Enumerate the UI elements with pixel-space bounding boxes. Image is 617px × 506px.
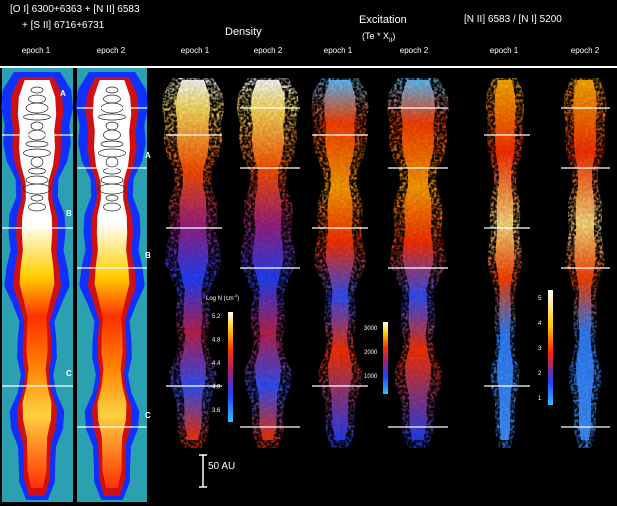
excitation-subscript: II bbox=[389, 37, 393, 44]
map-jet-core-4 bbox=[400, 80, 436, 440]
epoch-label-2: epoch 2 bbox=[96, 46, 126, 55]
flux-contour bbox=[23, 113, 51, 121]
density-colorbar-tick: 4.8 bbox=[212, 338, 221, 344]
knot-label: A bbox=[145, 151, 151, 160]
flux-contour bbox=[30, 194, 44, 202]
ratio-colorbar-tick: 1 bbox=[538, 396, 542, 402]
map-jet-core-1 bbox=[175, 80, 211, 440]
ratio-colorbar-tick: 4 bbox=[538, 321, 542, 327]
header-oi-line2: + [S II] 6716+6731 bbox=[22, 20, 105, 31]
knot-label: C bbox=[66, 369, 72, 378]
header-excitation-formula: (Te * XII) bbox=[362, 31, 396, 44]
flux-contour bbox=[25, 140, 49, 148]
excitation-colorbar bbox=[383, 322, 388, 394]
density-colorbar-tick: 5.2 bbox=[212, 314, 221, 320]
flux-contour bbox=[98, 113, 126, 121]
scale-bar-icon bbox=[199, 454, 207, 488]
epoch-label-7: epoch 1 bbox=[489, 46, 519, 55]
flux-contour bbox=[98, 183, 126, 195]
knot-label: B bbox=[66, 209, 72, 218]
map-jet-core-6 bbox=[573, 80, 597, 440]
epoch-label-5: epoch 1 bbox=[323, 46, 353, 55]
flux-contour bbox=[103, 202, 121, 212]
flux-contour bbox=[30, 86, 44, 94]
flux-contour bbox=[105, 156, 119, 168]
flux-contour bbox=[25, 102, 49, 114]
epoch-label-6: epoch 2 bbox=[399, 46, 429, 55]
header-divider bbox=[0, 66, 617, 68]
ratio-colorbar bbox=[548, 290, 553, 405]
header-density: Density bbox=[225, 26, 262, 38]
header-excitation: Excitation bbox=[359, 14, 407, 26]
ratio-colorbar-tick: 3 bbox=[538, 346, 542, 352]
map-jet-core-2 bbox=[250, 80, 286, 440]
knot-label: C bbox=[145, 411, 151, 420]
knot-label: B bbox=[145, 251, 151, 260]
ratio-colorbar-tick: 5 bbox=[538, 296, 542, 302]
excitation-colorbar-tick: 3000 bbox=[364, 326, 378, 332]
map-jet-core-3 bbox=[324, 80, 356, 440]
density-colorbar bbox=[228, 312, 233, 422]
excitation-colorbar-tick: 1000 bbox=[364, 374, 378, 380]
flux-contour bbox=[103, 129, 121, 141]
flux-contour bbox=[100, 140, 124, 148]
flux-contour bbox=[105, 194, 119, 202]
density-colorbar-tick: 3.6 bbox=[212, 408, 221, 414]
header-ratio: [N II] 6583 / [N I] 5200 bbox=[464, 14, 562, 25]
epoch-label-4: epoch 2 bbox=[253, 46, 283, 55]
scale-bar-label: 50 AU bbox=[208, 461, 236, 472]
flux-contour bbox=[28, 167, 46, 175]
density-colorbar-tick: 4.0 bbox=[212, 385, 221, 391]
density-colorbar-tick: 4.4 bbox=[212, 361, 221, 367]
knot-label: A bbox=[60, 89, 66, 98]
flux-contour bbox=[23, 183, 51, 195]
epoch-label-1: epoch 1 bbox=[21, 46, 51, 55]
epoch-label-3: epoch 1 bbox=[180, 46, 210, 55]
header-oi-line1: [O I] 6300+6363 + [N II] 6583 bbox=[10, 4, 140, 15]
ratio-colorbar-tick: 2 bbox=[538, 371, 542, 377]
map-jet-core-5 bbox=[494, 80, 516, 440]
flux-contour bbox=[28, 202, 46, 212]
epoch-label-8: epoch 2 bbox=[570, 46, 600, 55]
density-colorbar-title: Log N (cm-3) bbox=[206, 293, 239, 302]
flux-contour bbox=[30, 156, 44, 168]
flux-contour bbox=[105, 86, 119, 94]
excitation-colorbar-tick: 2000 bbox=[364, 350, 378, 356]
